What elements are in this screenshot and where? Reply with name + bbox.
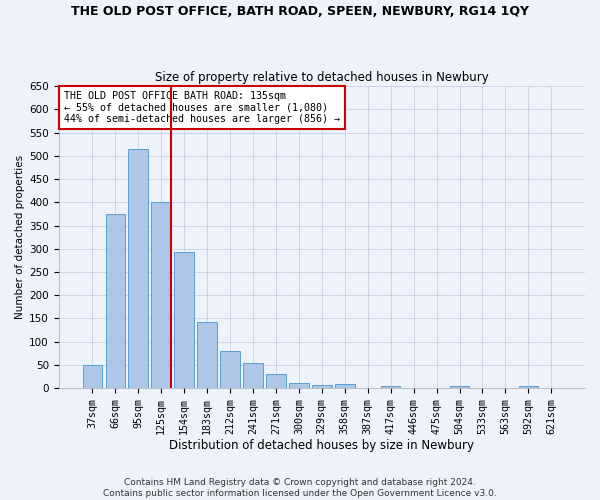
- Bar: [312, 384, 332, 388]
- Bar: [128, 149, 148, 388]
- Bar: [106, 214, 125, 388]
- Bar: [220, 351, 240, 388]
- Text: Contains HM Land Registry data © Crown copyright and database right 2024.
Contai: Contains HM Land Registry data © Crown c…: [103, 478, 497, 498]
- X-axis label: Distribution of detached houses by size in Newbury: Distribution of detached houses by size …: [169, 440, 475, 452]
- Bar: [266, 374, 286, 388]
- Title: Size of property relative to detached houses in Newbury: Size of property relative to detached ho…: [155, 70, 488, 84]
- Text: THE OLD POST OFFICE BATH ROAD: 135sqm
← 55% of detached houses are smaller (1,08: THE OLD POST OFFICE BATH ROAD: 135sqm ← …: [64, 90, 340, 124]
- Text: THE OLD POST OFFICE, BATH ROAD, SPEEN, NEWBURY, RG14 1QY: THE OLD POST OFFICE, BATH ROAD, SPEEN, N…: [71, 5, 529, 18]
- Bar: [335, 384, 355, 388]
- Bar: [83, 365, 102, 388]
- Bar: [289, 382, 308, 388]
- Bar: [450, 386, 469, 388]
- Y-axis label: Number of detached properties: Number of detached properties: [15, 155, 25, 319]
- Bar: [518, 386, 538, 388]
- Bar: [381, 386, 400, 388]
- Bar: [151, 202, 171, 388]
- Bar: [175, 252, 194, 388]
- Bar: [243, 362, 263, 388]
- Bar: [197, 322, 217, 388]
